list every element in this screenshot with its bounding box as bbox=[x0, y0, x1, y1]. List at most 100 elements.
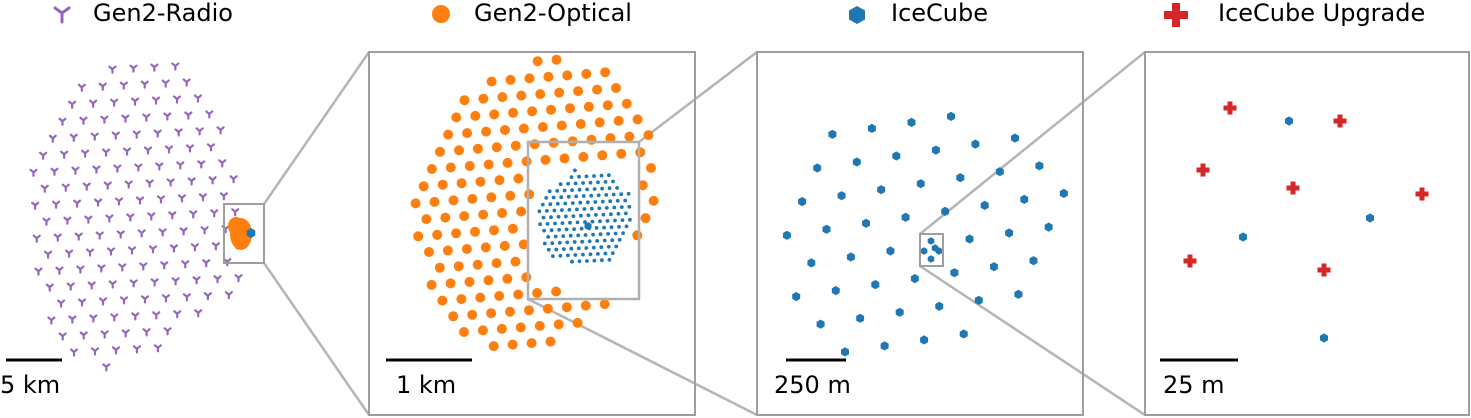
icecube-string-marker-small bbox=[538, 222, 542, 227]
zoom-line bbox=[919, 51, 1146, 235]
radio-station-marker bbox=[216, 126, 225, 135]
icecube-string-marker-small bbox=[542, 241, 547, 246]
optical-string-marker bbox=[491, 258, 502, 269]
optical-string-marker bbox=[613, 115, 624, 126]
radio-station-marker bbox=[85, 248, 95, 257]
radio-station-marker bbox=[98, 82, 107, 91]
zoom-line bbox=[919, 264, 1146, 417]
radio-station-marker bbox=[122, 147, 132, 156]
radio-station-marker bbox=[118, 263, 127, 272]
optical-string-marker bbox=[505, 74, 516, 85]
icecube-string-marker-small bbox=[617, 237, 622, 242]
optical-string-marker bbox=[443, 129, 454, 140]
icecube-string-marker-small bbox=[570, 188, 574, 193]
radio-station-marker bbox=[60, 150, 69, 159]
radio-station-marker bbox=[97, 264, 106, 273]
optical-string-marker bbox=[600, 67, 611, 78]
radio-station-marker bbox=[181, 260, 190, 269]
icecube-string-marker bbox=[792, 292, 801, 302]
optical-string-marker bbox=[599, 299, 610, 310]
optical-string-marker bbox=[453, 261, 464, 272]
icecube-string-marker-small bbox=[547, 189, 552, 194]
radio-station-marker bbox=[192, 276, 201, 285]
upgrade-string-marker bbox=[1333, 114, 1347, 128]
radio-station-marker bbox=[119, 296, 129, 305]
optical-cluster bbox=[228, 217, 244, 235]
optical-string-marker bbox=[583, 101, 594, 112]
optical-string-marker bbox=[494, 291, 505, 301]
icecube-string-marker-small bbox=[566, 253, 570, 258]
icecube-string-marker-small bbox=[562, 188, 567, 193]
icecube-string-marker-small bbox=[559, 195, 564, 200]
radio-station-marker bbox=[127, 246, 137, 255]
icecube-string-marker-small bbox=[566, 181, 570, 186]
radio-station-marker bbox=[135, 196, 145, 205]
icecube-string-marker-small bbox=[627, 204, 632, 209]
icecube-string-marker-small bbox=[584, 174, 589, 179]
icecube-string-marker-small bbox=[624, 224, 629, 229]
icecube-string-marker bbox=[1059, 188, 1068, 198]
radio-station-marker bbox=[145, 179, 154, 188]
optical-string-marker bbox=[475, 176, 486, 187]
radio-station-marker bbox=[132, 130, 141, 139]
optical-string-marker bbox=[480, 242, 491, 253]
icecube-string-marker-small bbox=[546, 235, 551, 239]
optical-string-marker bbox=[616, 148, 627, 159]
radio-station-marker bbox=[158, 228, 167, 237]
optical-string-marker bbox=[467, 309, 478, 320]
icecube-string-marker-small bbox=[611, 179, 615, 184]
radio-station-marker bbox=[93, 198, 103, 207]
radio-station-marker bbox=[55, 266, 64, 275]
radio-station-marker bbox=[64, 249, 74, 258]
optical-string-marker bbox=[551, 286, 562, 297]
optical-string-marker bbox=[510, 256, 521, 267]
optical-string-marker bbox=[481, 126, 492, 137]
optical-string-marker bbox=[646, 163, 656, 173]
radio-station-marker bbox=[95, 231, 104, 240]
optical-string-marker bbox=[464, 276, 475, 287]
icecube-string-marker-small bbox=[558, 182, 563, 187]
icecube-string-marker-small bbox=[610, 251, 615, 256]
legend-label-icecube: IceCube bbox=[891, 0, 988, 27]
radio-station-marker bbox=[177, 194, 187, 203]
radio-station-marker bbox=[198, 193, 208, 202]
icecube-string-marker-small bbox=[615, 186, 619, 190]
icecube-string-marker-small bbox=[555, 201, 560, 206]
icecube-string-marker-small bbox=[599, 245, 604, 250]
radio-station-marker bbox=[100, 115, 109, 124]
optical-string-marker bbox=[597, 150, 608, 161]
icecube-string-marker-small bbox=[577, 174, 581, 179]
icecube-string-marker-small bbox=[561, 234, 566, 239]
optical-string-marker bbox=[516, 90, 527, 101]
radio-station-marker bbox=[131, 312, 140, 321]
optical-string-marker bbox=[467, 193, 478, 204]
icecube-string-marker-small bbox=[564, 214, 568, 219]
icecube-string-marker-small bbox=[585, 187, 589, 192]
icecube-string-marker-small bbox=[598, 232, 603, 237]
tri-y-icon bbox=[53, 6, 71, 24]
icecube-string-marker bbox=[907, 117, 916, 127]
zoom-box bbox=[919, 233, 944, 267]
optical-string-marker bbox=[483, 275, 494, 286]
upgrade-string-marker bbox=[1183, 254, 1197, 268]
icecube-string-marker-small bbox=[602, 225, 606, 230]
hexagon-icon bbox=[849, 6, 865, 24]
icecube-string-marker-small bbox=[621, 231, 625, 236]
icecube-string-marker bbox=[846, 252, 855, 262]
radio-station-marker bbox=[113, 164, 122, 173]
optical-string-marker bbox=[611, 83, 621, 93]
upgrade-string-marker bbox=[1223, 101, 1237, 115]
icecube-string-marker-small bbox=[575, 207, 579, 212]
radio-station-marker bbox=[74, 232, 83, 241]
radio-station-marker bbox=[32, 234, 41, 243]
icecube-string-marker bbox=[837, 191, 846, 201]
icecube-string-marker-small bbox=[603, 180, 608, 184]
icecube-string-marker-small bbox=[569, 175, 574, 180]
icecube-string-marker-small bbox=[595, 239, 600, 243]
icecube-string-marker-small bbox=[577, 259, 582, 264]
icecube-string-marker-small bbox=[558, 253, 563, 258]
icecube-string-marker-small bbox=[570, 259, 574, 264]
optical-string-marker bbox=[648, 195, 659, 206]
zoom-box bbox=[526, 140, 641, 301]
icecube-string-marker-small bbox=[584, 246, 589, 250]
